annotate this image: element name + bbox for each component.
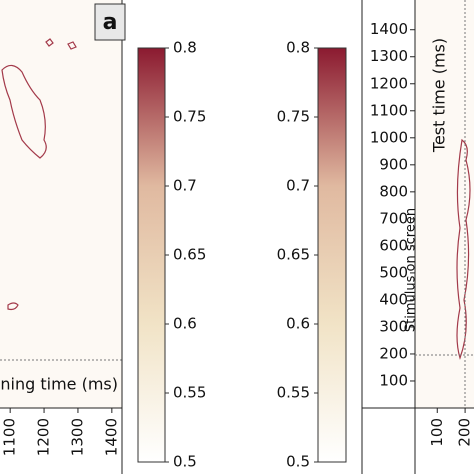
- y-tick-label: 1400: [370, 20, 408, 38]
- annotation: Stimulus on screen: [404, 208, 419, 332]
- colorbar-tick-label: 0.65: [277, 246, 310, 264]
- y-tick-label: 500: [379, 263, 408, 281]
- x-tick-label: 1100: [1, 418, 19, 456]
- colorbar-tick-label: 0.7: [173, 177, 197, 195]
- colorbar-tick-label: 0.8: [286, 39, 310, 57]
- x-axis-label: ning time (ms): [0, 375, 118, 394]
- y-tick-label: 300: [379, 317, 408, 335]
- colorbar-tick-label: 0.55: [173, 384, 206, 402]
- colorbar-tick-label: 0.6: [286, 315, 310, 333]
- colorbar: [137, 47, 166, 463]
- colorbar-tick-label: 0.5: [286, 453, 310, 471]
- x-tick-label: 1300: [68, 418, 86, 456]
- colorbar-tick-label: 0.65: [173, 246, 206, 264]
- y-tick-label: 200: [379, 344, 408, 362]
- y-tick-label: 400: [379, 290, 408, 308]
- x-tick-label: 1400: [102, 418, 120, 456]
- y-tick-label: 1300: [370, 47, 408, 65]
- colorbar-tick-label: 0.55: [277, 384, 310, 402]
- x-tick-label: 200: [456, 418, 474, 447]
- y-tick-label: 1200: [370, 74, 408, 92]
- heatmap-area: [0, 0, 122, 408]
- y-tick-label: 1000: [370, 128, 408, 146]
- y-tick-label: 700: [379, 209, 408, 227]
- y-tick-label: 1100: [370, 101, 408, 119]
- y-tick-label: 900: [379, 155, 408, 173]
- y-tick-label: 800: [379, 182, 408, 200]
- contours: [1, 38, 77, 311]
- colorbar-tick-label: 0.5: [173, 453, 197, 471]
- x-tick-label: 1200: [35, 418, 53, 456]
- colorbar-tick-label: 0.6: [173, 315, 197, 333]
- colorbar-tick-label: 0.8: [173, 39, 197, 57]
- colorbar-tick-label: 0.75: [277, 108, 310, 126]
- colorbar-tick-label: 0.7: [286, 177, 310, 195]
- colorbar: [317, 47, 347, 463]
- panel-label: a: [103, 10, 118, 35]
- y-tick-label: 600: [379, 236, 408, 254]
- y-tick-label: 100: [379, 371, 408, 389]
- y-axis-label: Test time (ms): [430, 38, 449, 153]
- x-tick-label: 100: [428, 418, 446, 447]
- colorbar-tick-label: 0.75: [173, 108, 206, 126]
- panel-label-box: [94, 3, 126, 41]
